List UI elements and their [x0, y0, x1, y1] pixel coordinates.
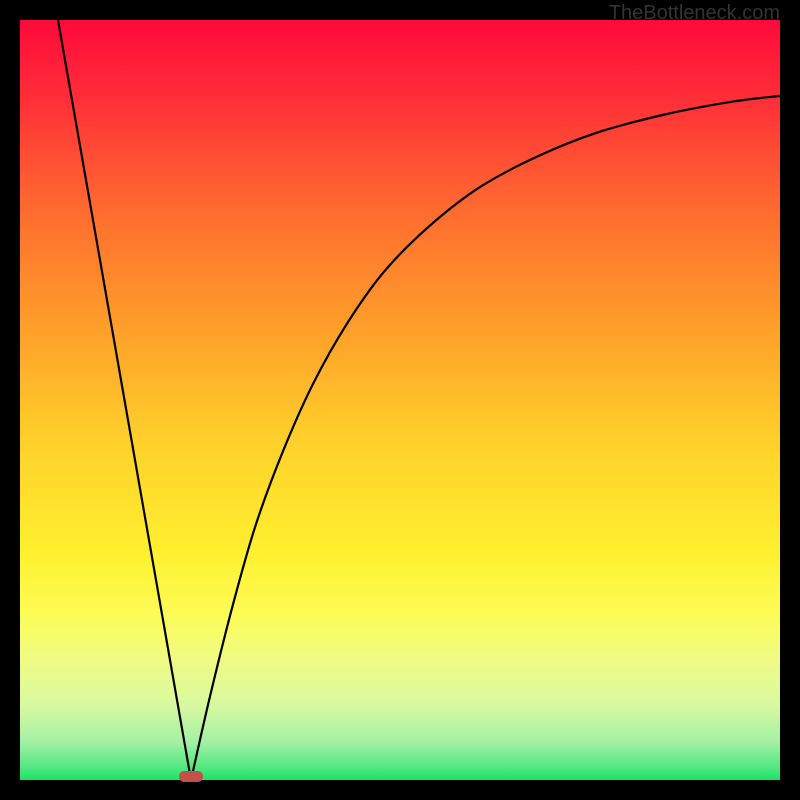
bottleneck-curve-path	[58, 20, 780, 780]
minimum-marker	[179, 771, 203, 782]
chart-stage: TheBottleneck.com	[0, 0, 800, 800]
watermark-text: TheBottleneck.com	[609, 2, 780, 25]
bottleneck-curve	[20, 20, 780, 780]
plot-frame	[20, 20, 780, 780]
